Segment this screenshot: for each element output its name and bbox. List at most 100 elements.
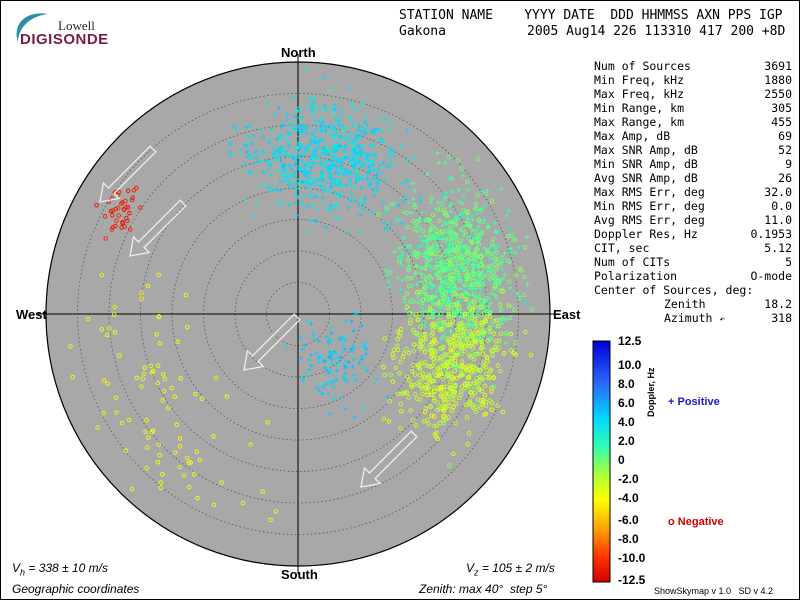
- source-circle: [491, 384, 497, 390]
- source-circle: [467, 256, 472, 262]
- source-plus: [324, 208, 329, 213]
- source-plus: [295, 109, 300, 114]
- source-plus: [305, 166, 310, 171]
- source-circle: [402, 390, 407, 396]
- source-plus: [353, 186, 358, 191]
- source-plus: [459, 278, 464, 283]
- source-circle: [506, 233, 511, 239]
- source-plus: [446, 242, 451, 247]
- source-plus: [419, 210, 424, 215]
- source-plus: [474, 211, 479, 216]
- source-circle: [177, 436, 183, 441]
- source-circle: [465, 250, 470, 255]
- source-plus: [371, 187, 376, 192]
- source-circle: [224, 394, 230, 399]
- source-plus: [248, 157, 253, 162]
- source-plus: [278, 145, 283, 150]
- source-plus: [331, 144, 336, 149]
- source-circle: [462, 314, 468, 320]
- source-plus: [353, 172, 358, 177]
- source-circle: [473, 281, 478, 287]
- source-circle: [475, 281, 481, 287]
- source-circle: [417, 343, 422, 348]
- source-plus: [360, 174, 365, 179]
- source-plus: [309, 352, 314, 357]
- source-plus: [474, 243, 479, 248]
- source-plus: [509, 250, 514, 255]
- source-circle: [103, 236, 108, 241]
- source-plus: [353, 180, 358, 185]
- source-plus: [434, 289, 439, 294]
- source-plus: [295, 128, 300, 133]
- source-plus: [343, 337, 348, 342]
- source-plus: [328, 338, 333, 343]
- source-plus: [350, 364, 355, 369]
- vertical-velocity: Vz = 105 ± 2 m/s: [466, 561, 555, 578]
- source-circle: [478, 304, 484, 310]
- source-circle: [427, 375, 432, 381]
- legend-positive: + Positive: [668, 396, 720, 408]
- source-plus: [305, 318, 310, 323]
- source-circle: [445, 400, 451, 405]
- source-plus: [488, 256, 493, 261]
- source-circle: [459, 255, 464, 261]
- source-circle: [500, 409, 506, 415]
- source-plus: [357, 124, 362, 129]
- source-plus: [334, 205, 339, 210]
- source-plus: [353, 122, 358, 127]
- source-plus: [346, 360, 351, 365]
- source-plus: [347, 197, 352, 202]
- source-circle: [483, 295, 488, 301]
- source-plus: [385, 226, 390, 231]
- source-plus: [324, 334, 329, 339]
- source-circle: [487, 374, 492, 380]
- source-plus: [316, 207, 321, 212]
- source-circle: [421, 419, 427, 424]
- source-circle: [139, 384, 144, 389]
- source-plus: [443, 261, 448, 266]
- source-plus: [356, 203, 361, 208]
- source-plus: [290, 154, 295, 159]
- source-circle: [489, 199, 495, 204]
- source-plus: [280, 146, 285, 151]
- coordinate-system: Geographic coordinates: [12, 582, 140, 596]
- source-plus: [274, 168, 279, 173]
- colorbar-tick-label: 8.0: [618, 377, 635, 391]
- source-circle: [441, 408, 447, 414]
- source-plus: [335, 193, 340, 198]
- source-plus: [431, 284, 436, 289]
- source-plus: [323, 225, 328, 230]
- source-circle: [123, 448, 129, 453]
- source-plus: [317, 338, 322, 343]
- source-plus: [253, 150, 258, 155]
- source-circle: [126, 417, 132, 423]
- source-plus: [324, 181, 329, 186]
- source-circle: [431, 414, 437, 419]
- source-circle: [495, 403, 500, 408]
- source-plus: [422, 325, 427, 330]
- source-circle: [519, 268, 524, 273]
- source-plus: [309, 109, 314, 114]
- source-plus: [320, 125, 325, 130]
- source-plus: [419, 238, 424, 243]
- source-plus: [426, 254, 431, 259]
- source-plus: [284, 343, 289, 348]
- source-plus: [312, 99, 317, 104]
- source-circle: [432, 337, 437, 342]
- source-circle: [512, 237, 517, 243]
- source-circle: [445, 371, 451, 377]
- source-circle: [482, 317, 488, 323]
- source-plus: [277, 179, 282, 184]
- source-plus: [370, 143, 375, 148]
- source-circle: [219, 480, 224, 485]
- source-circle: [473, 201, 479, 207]
- source-plus: [340, 145, 345, 150]
- source-plus: [300, 159, 305, 164]
- source-plus: [301, 193, 306, 198]
- source-plus: [462, 243, 467, 248]
- source-plus: [378, 116, 383, 121]
- source-circle: [101, 410, 106, 416]
- source-plus: [276, 199, 281, 204]
- source-plus: [324, 125, 329, 130]
- source-circle: [429, 233, 435, 239]
